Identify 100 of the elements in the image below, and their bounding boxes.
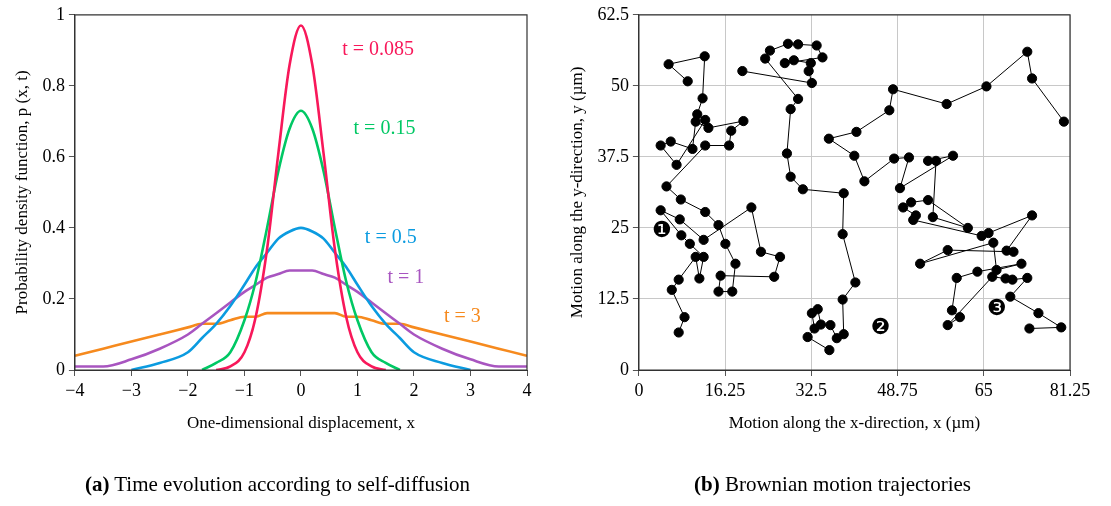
- x-tick-label: 16.25: [704, 379, 746, 400]
- x-tick-label: 48.75: [877, 379, 918, 400]
- x-tick-label: 0: [296, 379, 306, 400]
- point: [941, 98, 952, 110]
- point: [788, 55, 799, 66]
- point: [824, 345, 835, 356]
- point: [746, 202, 757, 213]
- point: [823, 133, 834, 144]
- point: [908, 214, 919, 226]
- point: [811, 40, 822, 51]
- point: [898, 202, 909, 213]
- point: [737, 65, 748, 77]
- point: [782, 38, 794, 49]
- point: [903, 152, 915, 163]
- point: [692, 109, 703, 120]
- point: [972, 266, 983, 277]
- point: [988, 237, 999, 248]
- point: [905, 197, 917, 208]
- y-tick-label: 0.6: [42, 145, 65, 166]
- point: [837, 229, 848, 240]
- point: [889, 153, 900, 164]
- point: [1022, 46, 1033, 57]
- series-label: t = 0.15: [353, 116, 416, 139]
- point: [962, 222, 973, 234]
- point: [674, 214, 685, 225]
- point: [806, 77, 817, 89]
- point: [947, 150, 959, 161]
- text: (a) Time evolution according to self-diffusion: [83, 472, 472, 497]
- line-series: [130, 226, 472, 370]
- x-tick-label: 32.5: [795, 379, 828, 400]
- point: [687, 143, 698, 155]
- point: [679, 312, 690, 323]
- point: [699, 51, 710, 62]
- point: [769, 271, 780, 282]
- point: [954, 312, 965, 323]
- point: [665, 136, 676, 147]
- point: [730, 258, 741, 269]
- text: (b) Brownian motion trajectories: [693, 472, 972, 497]
- y-tick-label: 0: [619, 358, 629, 379]
- series-label: ❸: [986, 295, 1007, 321]
- point: [694, 273, 705, 284]
- point: [797, 184, 808, 195]
- point: [803, 65, 814, 77]
- x-tick-label: −3: [121, 379, 141, 400]
- point: [1058, 116, 1069, 127]
- point: [792, 93, 804, 105]
- point: [1026, 73, 1038, 84]
- point: [927, 212, 938, 223]
- point: [697, 93, 708, 104]
- point: [700, 114, 711, 126]
- point: [661, 181, 672, 192]
- y-axis-title: Probability density function, p (x, t): [11, 70, 31, 315]
- point: [946, 305, 958, 316]
- point: [1022, 272, 1033, 284]
- y-tick-label: 37.5: [597, 145, 629, 166]
- y-axis-title: Motion along the y-direction, y (µm): [566, 66, 586, 319]
- point: [676, 230, 687, 241]
- point: [951, 272, 962, 284]
- x-tick-label: −2: [178, 379, 198, 400]
- point: [760, 53, 771, 64]
- point: [671, 159, 682, 170]
- point: [785, 104, 796, 115]
- x-tick-label: 1: [352, 379, 362, 400]
- x-tick-label: 3: [465, 379, 475, 400]
- point: [884, 105, 895, 116]
- y-tick-label: 0.4: [42, 216, 65, 237]
- point: [720, 238, 731, 249]
- series-label: ❷: [870, 314, 891, 340]
- point: [655, 205, 666, 216]
- point: [698, 251, 709, 262]
- point: [726, 125, 737, 136]
- point: [887, 84, 899, 95]
- point: [849, 150, 860, 161]
- point: [915, 258, 926, 269]
- point: [837, 294, 848, 305]
- point: [700, 206, 711, 218]
- x-axis-title: One-dimensional displacement, x: [186, 413, 416, 433]
- point: [682, 76, 693, 87]
- point: [817, 52, 828, 63]
- series-label: t = 1: [387, 264, 425, 287]
- point: [1016, 258, 1027, 269]
- y-tick-label: 25: [610, 216, 629, 237]
- point: [1026, 210, 1038, 221]
- point: [805, 58, 816, 69]
- point: [700, 140, 711, 151]
- x-axis-title: Motion along the x-direction, x (µm): [728, 413, 981, 433]
- point: [724, 140, 735, 151]
- point: [851, 126, 862, 137]
- x-tick-label: −1: [234, 379, 255, 400]
- point: [942, 244, 953, 256]
- y-tick-label: 0: [55, 358, 65, 379]
- point: [684, 238, 695, 249]
- point: [673, 274, 684, 285]
- point: [781, 148, 793, 159]
- point: [738, 115, 749, 127]
- x-tick-label: 81.25: [1049, 379, 1091, 400]
- point: [1033, 308, 1044, 319]
- point: [809, 323, 820, 334]
- series-label: ❶: [651, 217, 672, 243]
- y-tick-label: 62.5: [597, 3, 629, 24]
